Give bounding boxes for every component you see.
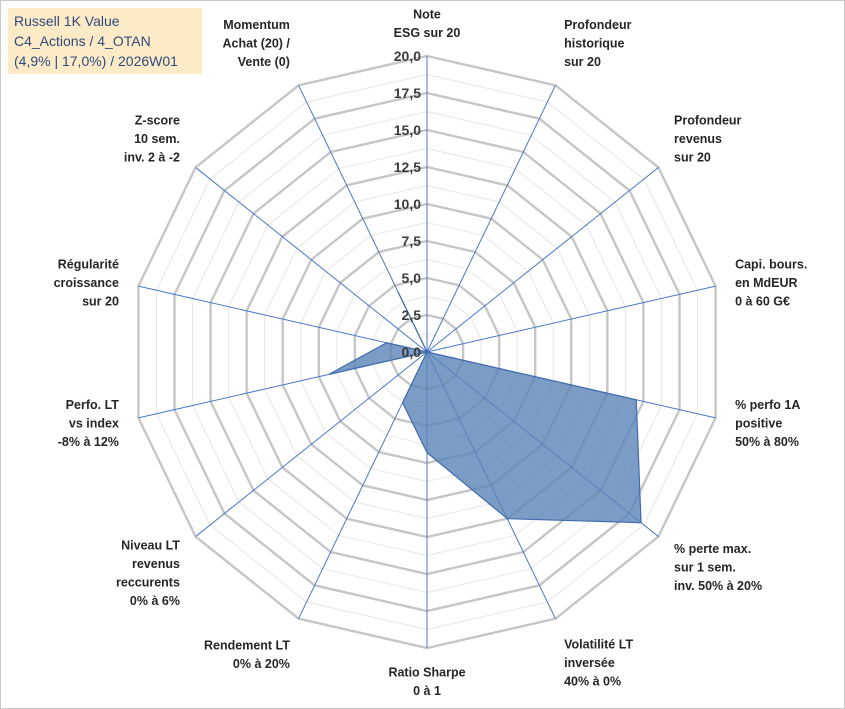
- axis-label-3-line-2: 0 à 60 G€: [735, 294, 790, 308]
- axis-label-13-line-0: Momentum: [223, 18, 290, 32]
- radial-tick-label-1: 2,5: [402, 307, 422, 323]
- axis-label-9: Niveau LT revenus reccurents 0% à 6%: [116, 539, 180, 609]
- axis-label-7-line-1: 0 à 1: [413, 684, 441, 698]
- axis-spoke-1: [426, 85, 556, 353]
- axis-label-6: Volatilité LT inversée 40% à 0%: [564, 637, 633, 688]
- axis-spoke-9: [195, 351, 428, 537]
- axis-label-5: % perte max. sur 1 sem. inv. 50% à 20%: [674, 542, 762, 593]
- axis-label-4-line-2: 50% à 80%: [735, 435, 799, 449]
- axis-label-1-line-1: historique: [564, 37, 624, 51]
- radial-tick-label-3: 7,5: [402, 233, 422, 249]
- axis-label-7-line-0: Ratio Sharpe: [388, 666, 465, 680]
- radial-tick-label-0: 0,0: [402, 344, 422, 360]
- axis-label-11-line-1: croissance: [54, 276, 119, 290]
- radial-tick-label-5: 12,5: [394, 159, 421, 175]
- axis-label-11: Régularité croissance sur 20: [54, 257, 119, 308]
- axis-label-0-line-0: Note: [413, 8, 441, 22]
- radial-tick-label-4: 10,0: [394, 196, 421, 212]
- axis-spoke-12: [195, 167, 428, 353]
- chart-title-box: Russell 1K Value C4_Actions / 4_OTAN (4,…: [8, 8, 202, 74]
- axis-label-9-line-1: revenus: [132, 557, 180, 571]
- axis-label-13-line-1: Achat (20) /: [223, 37, 291, 51]
- radial-tick-label-8: 20,0: [394, 48, 421, 64]
- axis-label-12-line-2: inv. 2 à -2: [124, 150, 180, 164]
- axis-label-1-line-2: sur 20: [564, 55, 601, 69]
- axis-label-2: Profondeur revenus sur 20: [674, 113, 741, 164]
- axis-label-9-line-0: Niveau LT: [121, 539, 180, 553]
- axis-label-12-line-1: 10 sem.: [134, 132, 180, 146]
- axis-label-0: Note ESG sur 20: [394, 8, 461, 41]
- axis-label-4: % perfo 1A positive 50% à 80%: [735, 398, 800, 449]
- axis-label-7: Ratio Sharpe 0 à 1: [388, 666, 465, 699]
- axis-label-5-line-2: inv. 50% à 20%: [674, 579, 762, 593]
- axis-label-1-line-0: Profondeur: [564, 18, 631, 32]
- radial-tick-label-7: 17,5: [394, 85, 421, 101]
- axis-label-2-line-0: Profondeur: [674, 113, 741, 127]
- axis-label-8-line-0: Rendement LT: [204, 638, 290, 652]
- axis-label-1: Profondeur historique sur 20: [564, 18, 631, 69]
- axis-label-5-line-1: sur 1 sem.: [674, 561, 736, 575]
- axis-label-3-line-1: en MdEUR: [735, 276, 798, 290]
- axis-spoke-2: [426, 167, 659, 353]
- axis-label-13-line-2: Vente (0): [238, 55, 290, 69]
- axis-label-5-line-0: % perte max.: [674, 542, 751, 556]
- axis-label-6-line-0: Volatilité LT: [564, 637, 633, 651]
- axis-label-3: Capi. bours. en MdEUR 0 à 60 G€: [735, 257, 807, 308]
- axis-label-8: Rendement LT 0% à 20%: [204, 638, 290, 671]
- axis-label-2-line-1: revenus: [674, 132, 722, 146]
- radial-tick-label-6: 15,0: [394, 122, 421, 138]
- axis-label-6-line-2: 40% à 0%: [564, 674, 621, 688]
- axis-label-9-line-3: 0% à 6%: [130, 594, 180, 608]
- axis-spoke-3: [426, 285, 716, 353]
- axis-label-12-line-0: Z-score: [135, 113, 180, 127]
- series-area-0: [328, 291, 642, 524]
- axis-label-8-line-1: 0% à 20%: [233, 657, 290, 671]
- axis-label-12: Z-score 10 sem. inv. 2 à -2: [124, 113, 180, 164]
- chart-title-line-3: (4,9% | 17,0%) / 2026W01: [14, 53, 178, 69]
- axis-label-11-line-2: sur 20: [82, 294, 119, 308]
- axis-label-10-line-0: Perfo. LT: [66, 398, 120, 412]
- axis-label-13: Momentum Achat (20) / Vente (0): [223, 18, 291, 69]
- axis-label-11-line-0: Régularité: [58, 257, 119, 271]
- axis-label-10-line-1: vs index: [69, 417, 119, 431]
- axis-label-10: Perfo. LT vs index -8% à 12%: [58, 398, 120, 449]
- axis-label-10-line-2: -8% à 12%: [58, 435, 119, 449]
- axis-label-4-line-0: % perfo 1A: [735, 398, 800, 412]
- axis-label-2-line-2: sur 20: [674, 150, 711, 164]
- axis-label-4-line-1: positive: [735, 417, 782, 431]
- axis-label-6-line-1: inversée: [564, 656, 615, 670]
- chart-title-line-2: C4_Actions / 4_OTAN: [14, 33, 151, 49]
- axis-label-0-line-1: ESG sur 20: [394, 26, 461, 40]
- chart-title-line-1: Russell 1K Value: [14, 13, 120, 29]
- axis-label-3-line-0: Capi. bours.: [735, 257, 807, 271]
- radial-tick-label-2: 5,0: [402, 270, 422, 286]
- axis-label-9-line-2: reccurents: [116, 576, 180, 590]
- axis-spoke-11: [138, 285, 428, 353]
